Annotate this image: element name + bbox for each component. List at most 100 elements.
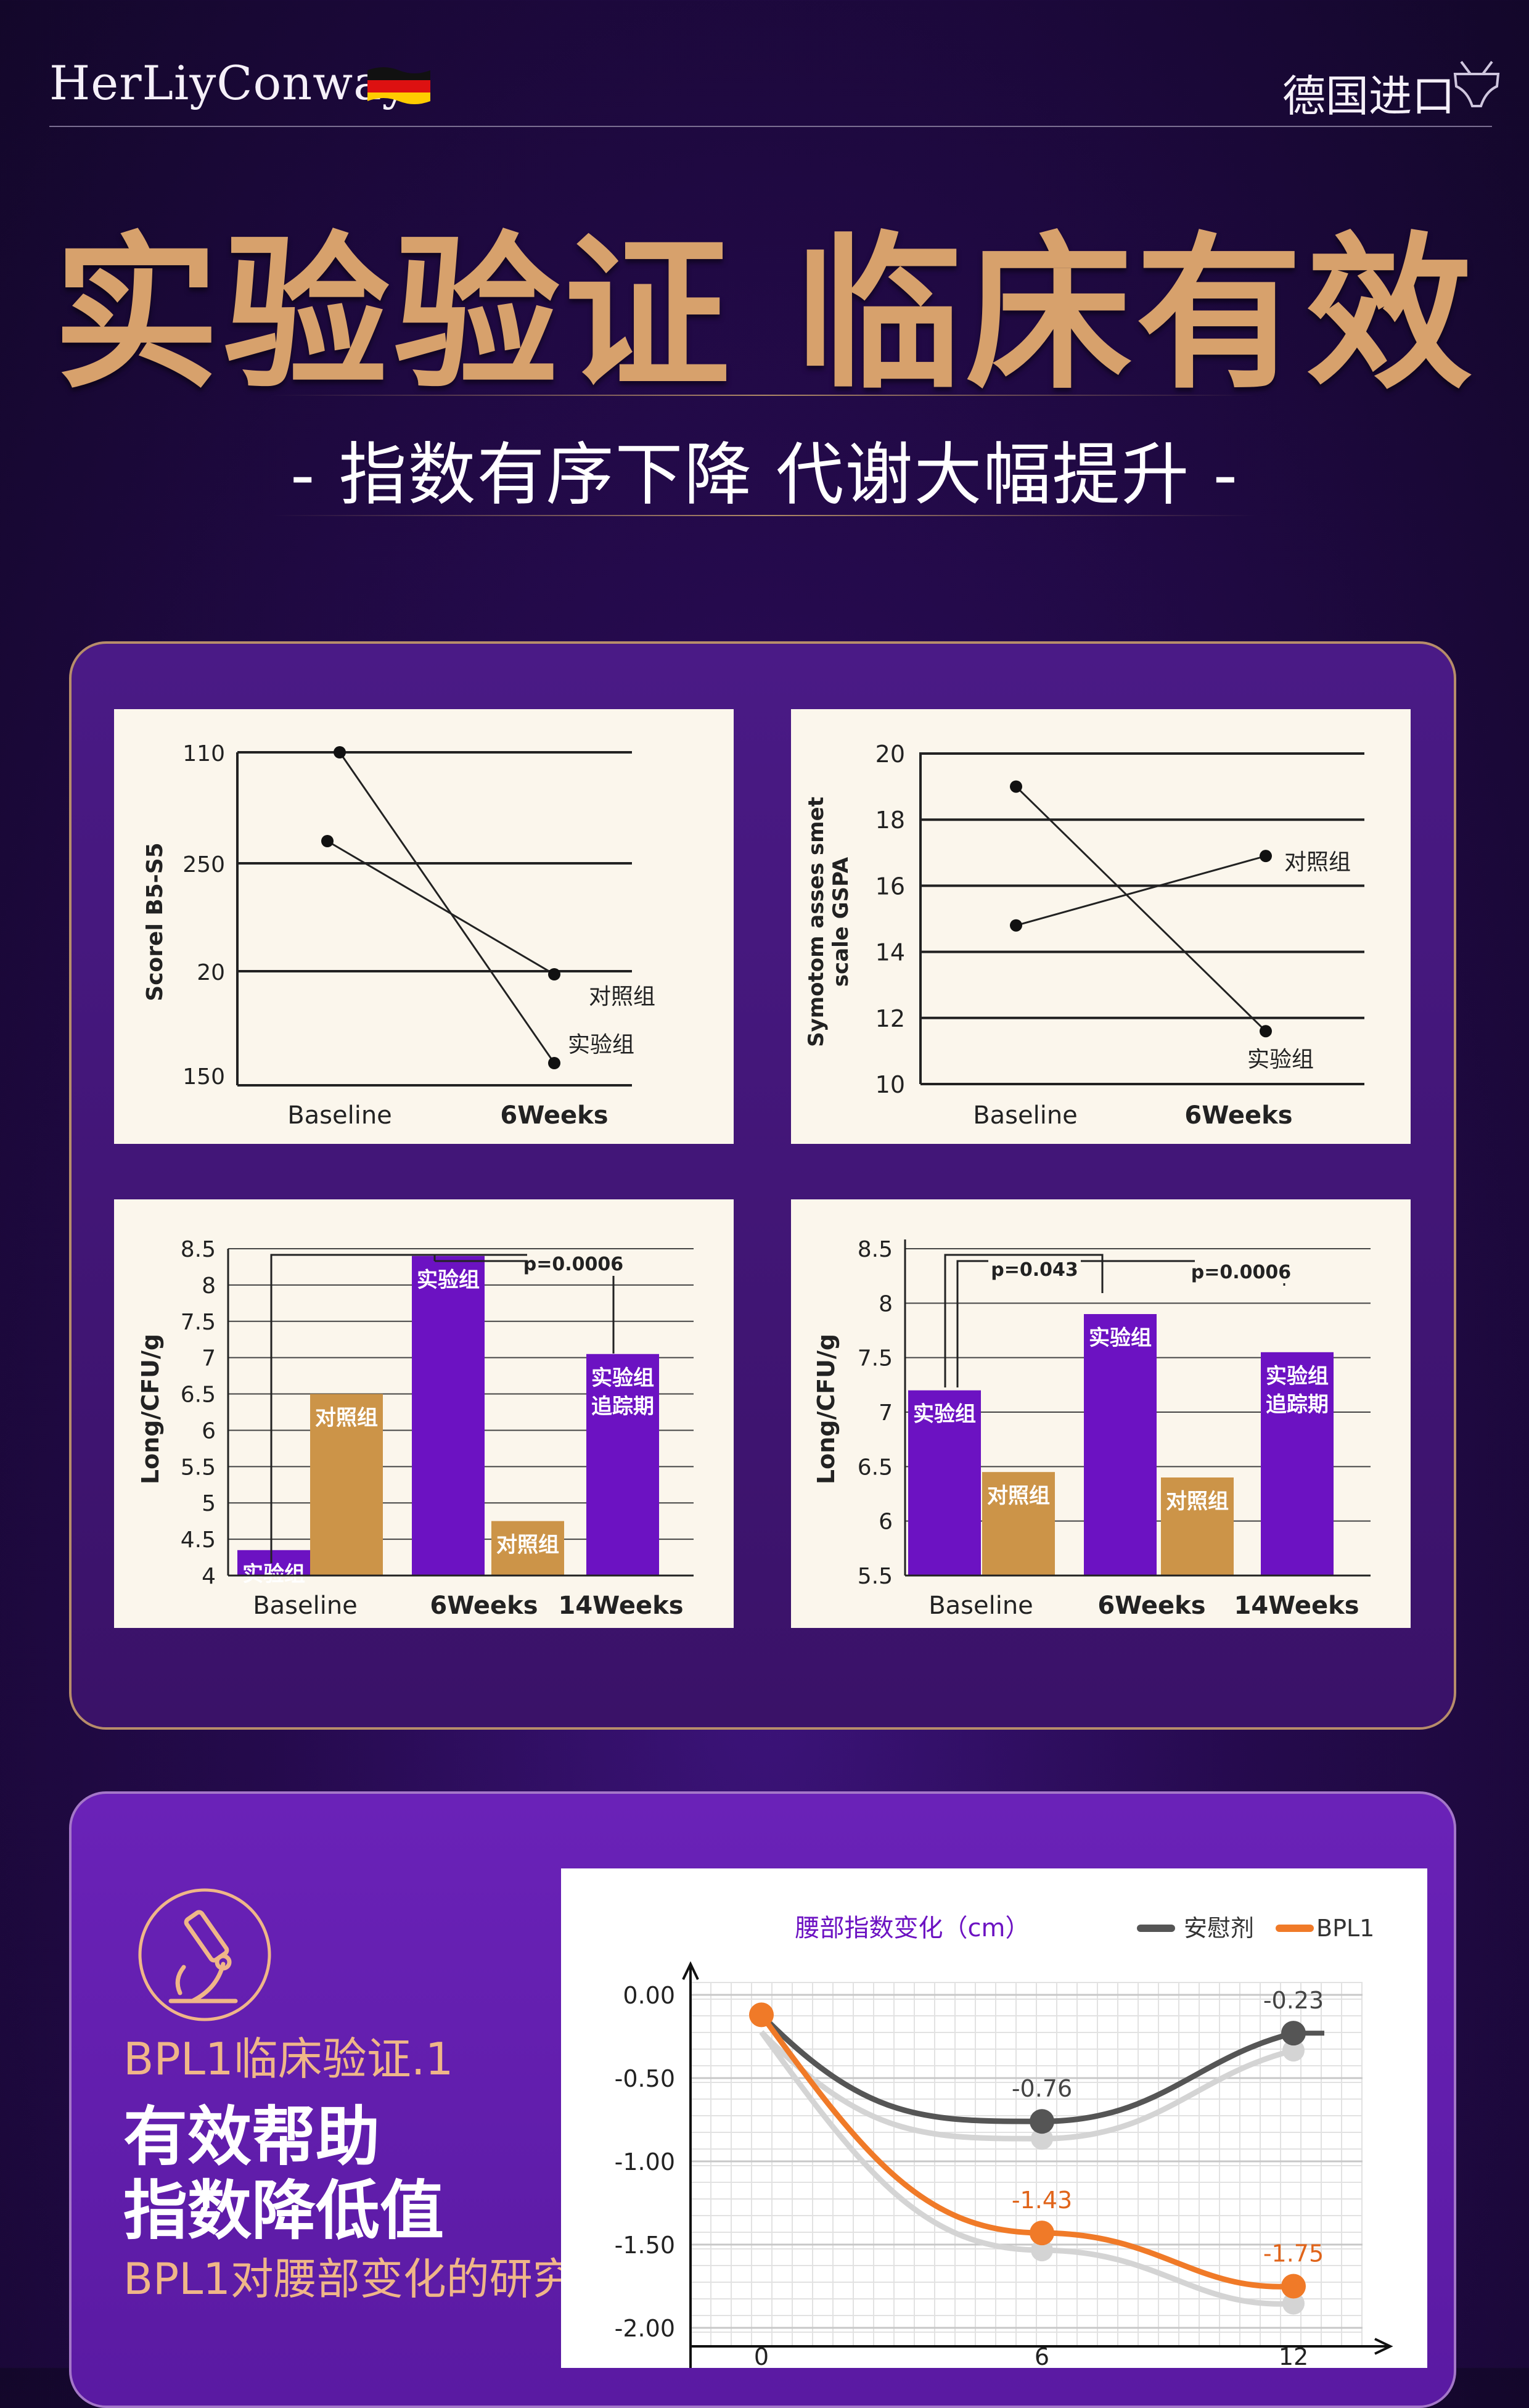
- series-line: [759, 2013, 1295, 2124]
- data-label: -1.75: [1263, 2240, 1324, 2267]
- y-axis-label: Long/CFU/g: [137, 1334, 164, 1484]
- y-tick-label: 6: [879, 1510, 893, 1535]
- y-tick-label: 20: [875, 741, 905, 768]
- y-axis-label: Long/CFU/g: [813, 1334, 840, 1484]
- y-tick-label: 7: [879, 1400, 893, 1426]
- y-tick-label: 150: [182, 1064, 225, 1090]
- y-tick-label: 10: [875, 1071, 905, 1098]
- y-tick-label: 12: [875, 1005, 905, 1032]
- clinical-subtitle: BPL1对腰部变化的研究: [123, 2254, 576, 2304]
- y-tick-label: 7.5: [858, 1346, 893, 1371]
- y-axis-label-line2: scale GSPA: [829, 857, 853, 987]
- x-tick-label: 6Weeks: [1097, 1592, 1205, 1620]
- y-tick-label: 0.00: [623, 1982, 675, 2009]
- x-tick-label: 6: [1035, 2343, 1049, 2368]
- bar-label: 实验组: [591, 1366, 654, 1391]
- data-point: [334, 746, 346, 758]
- x-tick-label: Baseline: [973, 1101, 1078, 1130]
- bar: [586, 1354, 659, 1576]
- series-label-experiment: 实验组: [1247, 1047, 1314, 1072]
- bar-label: 实验组: [1266, 1364, 1329, 1389]
- x-tick-label: Baseline: [253, 1592, 358, 1620]
- bar-label: 对照组: [987, 1484, 1050, 1508]
- data-point: [548, 968, 560, 980]
- x-tick-label: 0: [754, 2343, 769, 2368]
- microscope-icon: [131, 1887, 279, 2035]
- series-line: [1015, 786, 1267, 1032]
- data-point: [548, 1057, 560, 1069]
- german-flag-icon: [365, 64, 433, 105]
- chart-card-3: Long/CFU/g 4 4.5 5 5.5 6 6.5 7 7.5 8 8.5 实验组 对照组 实验…: [114, 1199, 734, 1628]
- annotation-bg: [1195, 1259, 1287, 1283]
- bar: [310, 1394, 383, 1576]
- data-point: [1010, 780, 1022, 793]
- x-tick-label: 6Weeks: [1184, 1101, 1292, 1130]
- p-value-annotation: p=0.0006: [523, 1254, 623, 1275]
- brand-name: HerLiyConway: [49, 55, 409, 110]
- y-tick-label: 5.5: [181, 1455, 216, 1480]
- legend-bpl1: BPL1: [1316, 1915, 1374, 1942]
- y-tick-label: 14: [875, 939, 905, 966]
- bar: [237, 1550, 310, 1576]
- y-tick-label: 5: [202, 1491, 216, 1516]
- bar-label: 追踪期: [1266, 1392, 1329, 1417]
- bar-label: 追踪期: [591, 1394, 654, 1419]
- data-point-shadow: [1282, 2039, 1305, 2062]
- data-point: [321, 835, 334, 847]
- bar: [982, 1472, 1055, 1576]
- y-axis-arrow: [682, 1961, 699, 1980]
- y-tick-label: -1.00: [615, 2148, 675, 2176]
- subtitle-divider-top: [271, 395, 1258, 396]
- y-tick-label: 6.5: [181, 1383, 216, 1408]
- y-tick-label: -0.50: [615, 2065, 675, 2092]
- x-tick-label: 6Weeks: [500, 1101, 608, 1130]
- series-shadow: [759, 2030, 1294, 2307]
- series-line: [759, 2013, 1294, 2290]
- y-tick-label: 5.5: [858, 1564, 893, 1589]
- y-tick-label: 110: [182, 741, 225, 766]
- bar: [908, 1390, 981, 1576]
- data-point-shadow: [1282, 2292, 1305, 2315]
- chart-card-2: Symotom asses smet scale GSPA 10 12 14 16 18…: [791, 709, 1411, 1144]
- series-label-control: 对照组: [589, 984, 655, 1009]
- p-value-annotation: p=0.0006: [1191, 1262, 1291, 1283]
- score-line-chart: Scorel B5-S5 110 250 20 150 Baseline 6Weeks…: [142, 741, 655, 1130]
- clinical-headline-2: 指数降低值: [123, 2173, 445, 2248]
- clinical-title: BPL1临床验证.1: [123, 2033, 454, 2085]
- data-label: -1.43: [1012, 2187, 1072, 2214]
- y-tick-label: 6: [202, 1418, 216, 1444]
- data-point: [1030, 2109, 1054, 2134]
- data-point: [1010, 919, 1022, 932]
- page-title: 实验验证 临床有效: [53, 217, 1476, 411]
- y-tick-label: 16: [875, 873, 905, 900]
- annotation-bg: [988, 1256, 1081, 1281]
- data-point: [1030, 2221, 1054, 2246]
- bar-label: 对照组: [496, 1533, 559, 1558]
- y-tick-label: 8.5: [858, 1237, 893, 1262]
- bar: [1161, 1477, 1234, 1576]
- data-point: [1260, 850, 1272, 863]
- chart-card-1: Scorel B5-S5 110 250 20 150 Baseline 6Weeks…: [114, 709, 734, 1144]
- y-tick-label: -1.50: [615, 2232, 675, 2259]
- y-tick-label: 6.5: [858, 1455, 893, 1480]
- bar-label: 实验组: [417, 1268, 480, 1292]
- bar-label: 实验组: [913, 1402, 976, 1427]
- y-tick-label: 7.5: [181, 1310, 216, 1335]
- series-label-experiment: 实验组: [568, 1032, 634, 1058]
- clinical-headline-1: 有效帮助: [123, 2099, 380, 2174]
- y-axis-label: Symotom asses smet: [804, 797, 829, 1047]
- x-tick-label: 12: [1279, 2343, 1308, 2368]
- bar-label: 对照组: [1166, 1489, 1229, 1514]
- bar: [1261, 1352, 1334, 1576]
- p-value-annotation: p=0.043: [991, 1259, 1078, 1281]
- x-axis-arrow: [1374, 2338, 1393, 2355]
- chart-card-5: 腰部指数变化（cm） 安慰剂 BPL1 0.00 -0.50 -1.00 -1.50 -…: [561, 1868, 1427, 2370]
- y-tick-label: 20: [197, 960, 225, 985]
- y-tick-label: 18: [875, 807, 905, 834]
- y-tick-label: 4.5: [181, 1527, 216, 1553]
- series-line: [327, 840, 555, 976]
- y-tick-label: 4: [202, 1564, 216, 1589]
- y-tick-label: 8: [879, 1291, 893, 1317]
- bar-label: 对照组: [315, 1406, 378, 1431]
